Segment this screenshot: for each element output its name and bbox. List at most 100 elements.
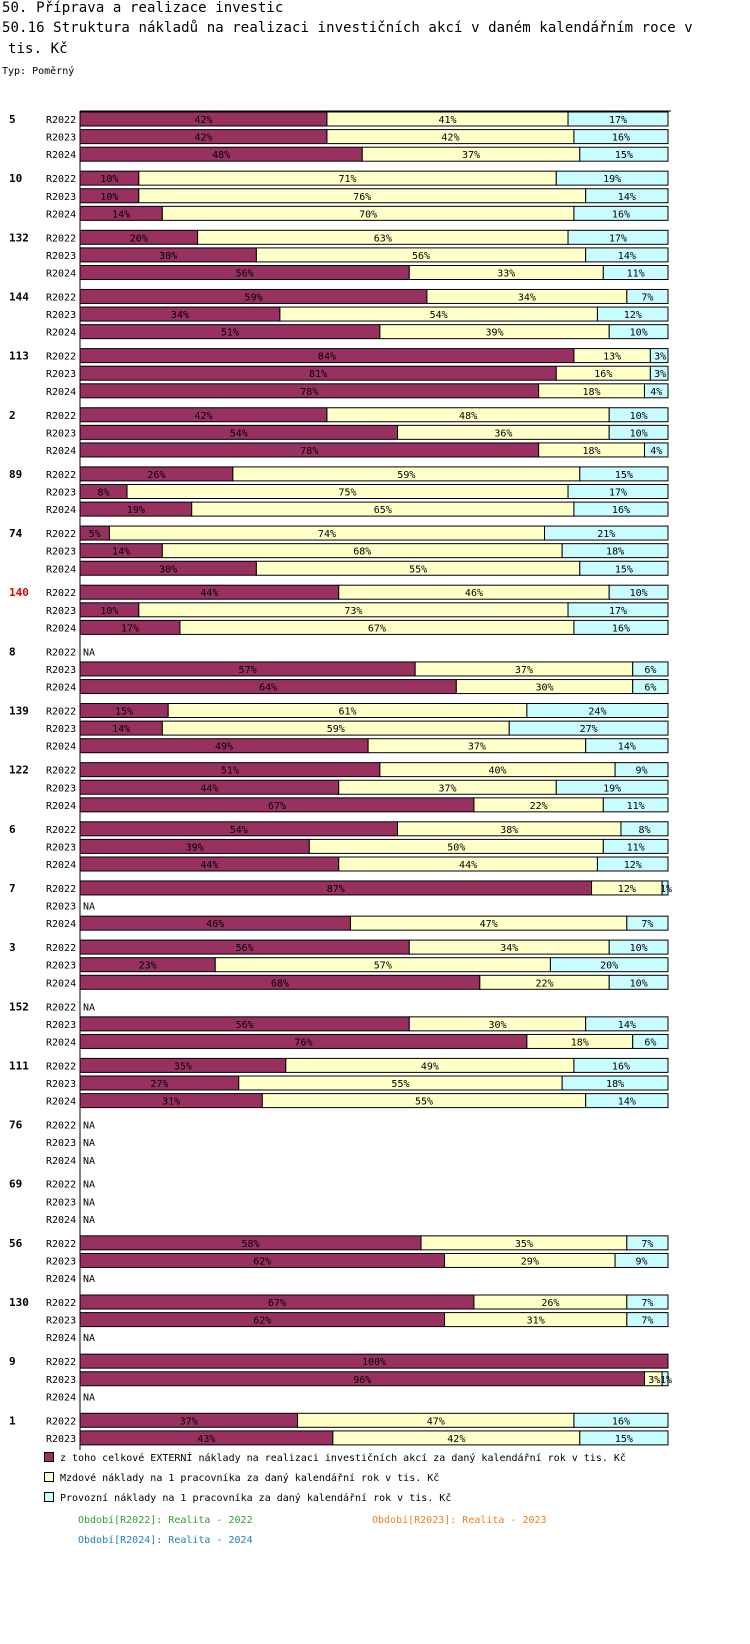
data-label-113-R2023-mzdove: 16% [594, 369, 612, 380]
data-label-8-R2024-provozni: 6% [644, 683, 656, 694]
group-label-69: 69 [9, 1178, 22, 1191]
period-label-139-R2024: R2024 [46, 742, 76, 753]
data-label-56-R2023-provozni: 9% [636, 1256, 648, 1267]
data-label-144-R2023-provozni: 12% [624, 310, 642, 321]
data-label-139-R2024-externi: 49% [215, 742, 233, 753]
group-label-139: 139 [9, 705, 29, 718]
data-label-144-R2024-mzdove: 39% [486, 328, 504, 339]
data-label-3-R2023-provozni: 20% [600, 961, 618, 972]
data-label-139-R2022-externi: 15% [115, 707, 133, 718]
period-label-89-R2022: R2022 [46, 470, 76, 481]
period-label-152-R2022: R2022 [46, 1002, 76, 1013]
period-label-9-R2022: R2022 [46, 1357, 76, 1368]
period-label-130-R2024: R2024 [46, 1333, 76, 1344]
bar-3-R2024-provozni [608, 974, 669, 990]
period-label-74-R2023: R2023 [46, 547, 76, 558]
period-label-6-R2023: R2023 [46, 842, 76, 853]
data-label-111-R2023-mzdove: 55% [391, 1079, 409, 1090]
period-label-6-R2022: R2022 [46, 825, 76, 836]
period-label-5-R2024: R2024 [46, 150, 76, 161]
bar-122-R2022-provozni [614, 762, 669, 778]
data-label-144-R2023-externi: 34% [171, 310, 189, 321]
period-label-r2024: Období[R2024]: Realita - 2024 [78, 1535, 253, 1546]
bar-130-R2022-provozni [626, 1294, 669, 1310]
chart-title-line2: 50.16 Struktura nákladů na realizaci inv… [2, 20, 693, 36]
data-label-132-R2024-provozni: 11% [627, 269, 645, 280]
bar-140-R2022-provozni [608, 584, 669, 600]
group-label-9: 9 [9, 1355, 16, 1368]
legend-swatch-provozni [44, 1492, 54, 1502]
data-label-89-R2022-mzdove: 59% [397, 470, 415, 481]
data-label-2-R2024-externi: 78% [300, 446, 318, 457]
data-label-152-R2023-provozni: 14% [618, 1020, 636, 1031]
data-label-8-R2024-mzdove: 30% [535, 683, 553, 694]
group-label-122: 122 [9, 764, 29, 777]
data-label-122-R2023-mzdove: 37% [438, 783, 456, 794]
period-label-5-R2022: R2022 [46, 115, 76, 126]
period-label-111-R2022: R2022 [46, 1061, 76, 1072]
data-label-5-R2022-externi: 42% [194, 115, 212, 126]
data-label-89-R2023-mzdove: 75% [339, 488, 357, 499]
bar-89-R2022-provozni [579, 466, 669, 482]
data-label-111-R2022-externi: 35% [174, 1061, 192, 1072]
period-label-74-R2022: R2022 [46, 529, 76, 540]
data-label-74-R2023-mzdove: 68% [353, 547, 371, 558]
bar-74-R2024-provozni [579, 560, 669, 576]
data-label-6-R2023-mzdove: 50% [447, 842, 465, 853]
period-label-111-R2024: R2024 [46, 1097, 76, 1108]
period-label-7-R2023: R2023 [46, 902, 76, 913]
data-label-132-R2023-provozni: 14% [618, 251, 636, 262]
bar-144-R2024-provozni [608, 324, 669, 340]
data-label-10-R2024-mzdove: 70% [359, 209, 377, 220]
data-label-10-R2022-mzdove: 71% [339, 174, 357, 185]
bar-113-R2022-provozni [649, 348, 669, 364]
period-label-139-R2022: R2022 [46, 707, 76, 718]
bar-74-R2022-provozni [544, 525, 669, 541]
period-label-5-R2023: R2023 [46, 133, 76, 144]
period-label-7-R2022: R2022 [46, 884, 76, 895]
data-label-5-R2022-mzdove: 41% [438, 115, 456, 126]
data-label-113-R2023-provozni: 3% [654, 369, 666, 380]
data-label-5-R2023-mzdove: 42% [441, 133, 459, 144]
data-label-5-R2022-provozni: 17% [609, 115, 627, 126]
group-label-74: 74 [9, 527, 23, 540]
na-label-130-R2024: NA [83, 1333, 95, 1344]
data-label-74-R2024-externi: 30% [159, 564, 177, 575]
bar-3-R2023-provozni [549, 957, 669, 973]
bar-6-R2023-provozni [602, 838, 669, 854]
bar-2-R2022-provozni [608, 407, 669, 423]
data-label-6-R2022-mzdove: 38% [500, 825, 518, 836]
period-label-9-R2023: R2023 [46, 1375, 76, 1386]
data-label-89-R2023-externi: 8% [97, 488, 109, 499]
data-label-6-R2024-provozni: 12% [624, 860, 642, 871]
data-label-10-R2024-provozni: 16% [612, 209, 630, 220]
period-label-10-R2022: R2022 [46, 174, 76, 185]
data-label-5-R2024-externi: 48% [212, 150, 230, 161]
bar-113-R2023-provozni [649, 365, 669, 381]
group-label-2: 2 [9, 409, 16, 422]
data-label-1-R2023-mzdove: 42% [447, 1434, 465, 1445]
data-label-111-R2022-provozni: 16% [612, 1061, 630, 1072]
period-label-122-R2022: R2022 [46, 766, 76, 777]
bar-10-R2024-provozni [573, 205, 669, 221]
group-label-56: 56 [9, 1237, 23, 1250]
data-label-144-R2022-mzdove: 34% [518, 292, 536, 303]
data-label-2-R2023-provozni: 10% [630, 428, 648, 439]
group-label-144: 144 [9, 290, 29, 303]
data-label-122-R2023-externi: 44% [200, 783, 218, 794]
data-label-139-R2023-externi: 14% [112, 724, 130, 735]
data-label-7-R2024-externi: 46% [206, 919, 224, 930]
data-label-6-R2024-mzdove: 44% [459, 860, 477, 871]
bar-5-R2024-provozni [579, 146, 669, 162]
data-label-140-R2022-externi: 44% [200, 588, 218, 599]
data-label-122-R2022-externi: 51% [221, 766, 239, 777]
data-label-139-R2022-provozni: 24% [588, 707, 606, 718]
period-label-56-R2023: R2023 [46, 1256, 76, 1267]
na-label-152-R2022: NA [83, 1002, 95, 1013]
period-label-8-R2023: R2023 [46, 665, 76, 676]
bar-7-R2022-provozni [661, 880, 669, 896]
data-label-144-R2022-externi: 59% [244, 292, 262, 303]
data-label-1-R2022-mzdove: 47% [427, 1416, 445, 1427]
data-label-2-R2022-externi: 42% [194, 411, 212, 422]
bar-2-R2024-provozni [643, 442, 669, 458]
